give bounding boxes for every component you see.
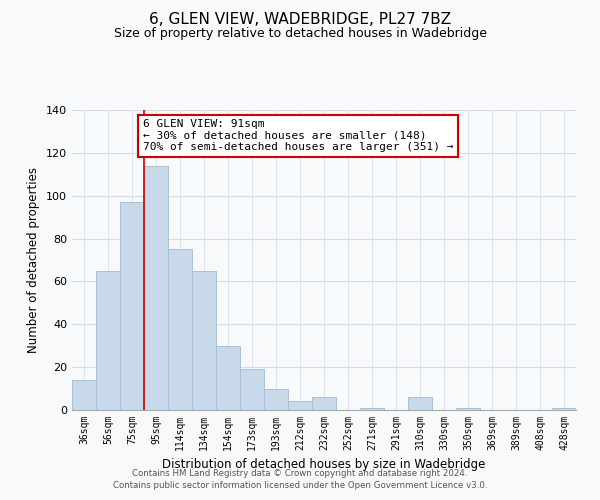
Bar <box>312 397 336 410</box>
Text: Contains HM Land Registry data © Crown copyright and database right 2024.: Contains HM Land Registry data © Crown c… <box>132 468 468 477</box>
Bar <box>72 380 96 410</box>
Bar <box>192 270 216 410</box>
Bar <box>264 388 288 410</box>
Bar <box>96 270 120 410</box>
Text: Contains public sector information licensed under the Open Government Licence v3: Contains public sector information licen… <box>113 481 487 490</box>
Bar <box>408 397 432 410</box>
Text: Size of property relative to detached houses in Wadebridge: Size of property relative to detached ho… <box>113 28 487 40</box>
Bar <box>216 346 240 410</box>
Bar <box>288 402 312 410</box>
Bar <box>144 166 168 410</box>
Bar <box>240 370 264 410</box>
Text: 6, GLEN VIEW, WADEBRIDGE, PL27 7BZ: 6, GLEN VIEW, WADEBRIDGE, PL27 7BZ <box>149 12 451 28</box>
Bar <box>360 408 384 410</box>
Bar <box>168 250 192 410</box>
Y-axis label: Number of detached properties: Number of detached properties <box>28 167 40 353</box>
Text: 6 GLEN VIEW: 91sqm
← 30% of detached houses are smaller (148)
70% of semi-detach: 6 GLEN VIEW: 91sqm ← 30% of detached hou… <box>143 119 453 152</box>
Bar <box>120 202 144 410</box>
X-axis label: Distribution of detached houses by size in Wadebridge: Distribution of detached houses by size … <box>163 458 485 471</box>
Bar <box>456 408 480 410</box>
Bar <box>552 408 576 410</box>
